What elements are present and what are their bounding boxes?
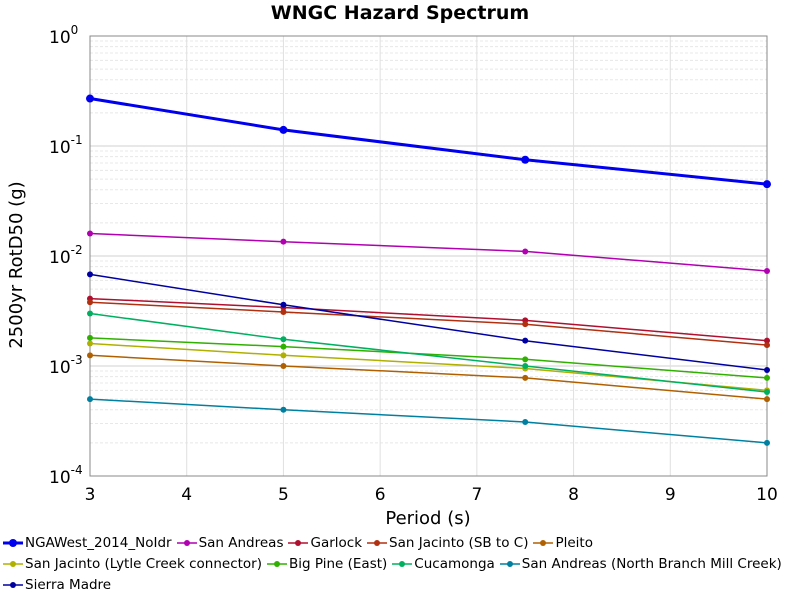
series-line [89, 273, 768, 371]
y-tick-label: 10-4 [49, 463, 83, 488]
legend-item: Sierra Madre [3, 576, 111, 594]
series-point [280, 308, 287, 315]
series-point [764, 439, 770, 446]
plot-border [89, 35, 768, 477]
legend-label: Big Pine (East) [289, 556, 388, 572]
series-point [522, 321, 529, 328]
legend-item: Pleito [533, 534, 593, 552]
x-axis-title: Period (s) [385, 508, 470, 529]
series-point [87, 299, 93, 306]
series-point [522, 363, 529, 369]
legend-item: Cucamonga [392, 555, 495, 573]
legend-label: San Andreas [198, 535, 284, 551]
legend-item: NGAWest_2014_NoIdr [3, 534, 172, 552]
series-point [280, 406, 287, 413]
series-point [87, 352, 93, 359]
series-line [89, 301, 768, 346]
series-point [87, 310, 93, 317]
series-point [87, 396, 93, 403]
series-group [86, 94, 771, 446]
legend-item: San Andreas [176, 534, 284, 552]
series-point [280, 238, 287, 245]
series-point [522, 248, 529, 255]
legend-swatch [3, 539, 23, 547]
legend-item: San Jacinto (SB to C) [367, 534, 528, 552]
x-tick-label: 9 [665, 485, 676, 505]
series-point [764, 396, 770, 403]
legend-swatch [3, 561, 23, 567]
series-point [764, 374, 770, 381]
x-tick-label: 6 [375, 485, 386, 505]
y-tick-label: 10-2 [49, 243, 83, 268]
series-point [764, 366, 770, 373]
legend-label: Pleito [555, 535, 593, 551]
legend-swatch [533, 540, 554, 546]
series-point [763, 180, 771, 189]
series-point [280, 352, 287, 359]
legend-label: Sierra Madre [25, 577, 112, 593]
series-line [89, 97, 768, 186]
legend-swatch [499, 561, 520, 567]
series-point [87, 271, 93, 278]
legend-label: NGAWest_2014_NoIdr [25, 535, 172, 551]
x-tick-labels: 3 4 5 6 7 8 9 10 [85, 485, 778, 505]
legend-swatch [3, 582, 23, 588]
series-point [522, 374, 529, 381]
legend-item: Big Pine (East) [267, 555, 387, 573]
x-tick-label: 3 [85, 485, 96, 505]
legend-item: Garlock [288, 534, 362, 552]
legend-label: Garlock [310, 535, 363, 551]
series-point [280, 343, 287, 350]
x-tick-label: 5 [278, 485, 289, 505]
series-point [280, 336, 287, 343]
series-line [89, 297, 768, 342]
series-point [521, 155, 530, 164]
legend-swatch [367, 540, 388, 546]
series-point [764, 268, 770, 275]
x-tick-label: 4 [181, 485, 192, 505]
chart-title: WNGC Hazard Spectrum [270, 2, 530, 24]
legend-label: San Jacinto (SB to C) [389, 535, 529, 551]
legend: NGAWest_2014_NoIdr San Andreas Garlock San … [3, 534, 799, 594]
legend-item: San Andreas (North Branch Mill Creek) [499, 555, 782, 573]
y-tick-label: 10-3 [49, 353, 83, 378]
legend-label: Cucamonga [414, 556, 495, 572]
series-point [87, 230, 93, 237]
series-point [280, 363, 287, 369]
x-tick-label: 10 [756, 485, 778, 505]
series-line [89, 398, 768, 444]
y-axis-title: 2500yr RotD50 (g) [6, 181, 27, 348]
legend-item: San Jacinto (Lytle Creek connector) [3, 555, 262, 573]
series-point [87, 334, 93, 341]
legend-swatch [288, 540, 309, 546]
legend-swatch [392, 561, 413, 567]
series-point [279, 125, 288, 134]
series-line [89, 232, 768, 272]
legend-label: San Jacinto (Lytle Creek connector) [25, 556, 262, 572]
series-point [522, 337, 529, 344]
legend-swatch [176, 540, 197, 546]
legend-label: San Andreas (North Branch Mill Creek) [521, 556, 782, 572]
x-tick-label: 7 [471, 485, 482, 505]
series-point [764, 342, 770, 349]
series-point [764, 389, 770, 396]
chart-canvas: 3 4 5 6 7 8 9 10 100 10-1 10-2 10-3 10-4 Period (s)… [6, 23, 778, 529]
series-line [89, 312, 768, 393]
series-point [87, 340, 93, 347]
y-tick-labels: 100 10-1 10-2 10-3 10-4 [49, 23, 83, 488]
x-tick-label: 8 [568, 485, 579, 505]
series-point [86, 94, 94, 103]
y-tick-label: 10-1 [49, 133, 83, 158]
series-point [522, 356, 529, 363]
series-point [522, 418, 529, 425]
y-tick-label: 100 [49, 23, 78, 48]
series-point [280, 301, 287, 308]
series-point [764, 337, 770, 344]
series-line [89, 354, 768, 400]
legend-swatch [267, 561, 287, 567]
